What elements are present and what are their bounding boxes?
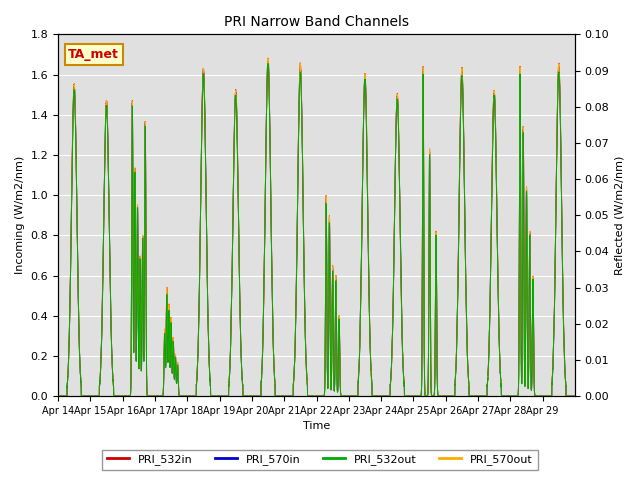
Y-axis label: Reflected (W/m2/nm): Reflected (W/m2/nm) bbox=[615, 156, 625, 275]
Y-axis label: Incoming (W/m2/nm): Incoming (W/m2/nm) bbox=[15, 156, 25, 275]
X-axis label: Time: Time bbox=[303, 421, 330, 432]
Text: TA_met: TA_met bbox=[68, 48, 119, 61]
Legend: PRI_532in, PRI_570in, PRI_532out, PRI_570out: PRI_532in, PRI_570in, PRI_532out, PRI_57… bbox=[102, 450, 538, 469]
Title: PRI Narrow Band Channels: PRI Narrow Band Channels bbox=[224, 15, 409, 29]
